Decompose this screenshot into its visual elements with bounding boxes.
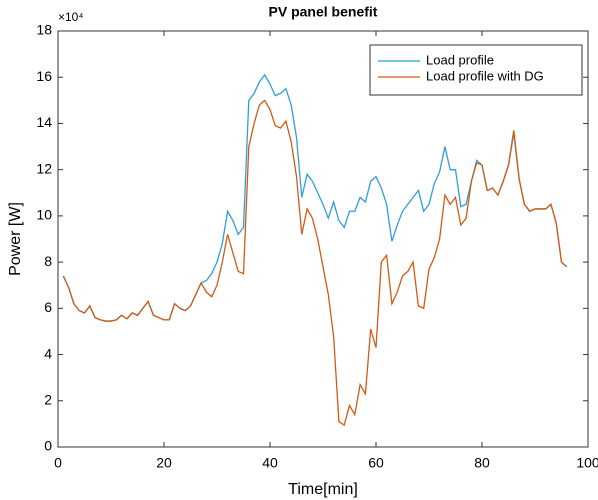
legend-box bbox=[369, 44, 583, 96]
x-tick-label: 0 bbox=[54, 455, 62, 471]
legend-label: Load profile bbox=[426, 52, 494, 67]
y-tick-label: 10 bbox=[36, 207, 52, 223]
y-tick-label: 4 bbox=[44, 345, 52, 361]
plot-frame bbox=[57, 30, 589, 448]
chart-title: PV panel benefit bbox=[269, 4, 378, 20]
y-tick-label: 12 bbox=[36, 160, 52, 176]
y-tick-label: 6 bbox=[44, 299, 52, 315]
series-line bbox=[62, 99, 568, 427]
x-tick-label: 100 bbox=[576, 455, 598, 471]
y-tick-label: 2 bbox=[44, 391, 52, 407]
series-line bbox=[62, 73, 568, 322]
x-tick-label: 60 bbox=[368, 455, 384, 471]
y-multiplier: ×10⁴ bbox=[58, 10, 84, 24]
y-tick-label: 8 bbox=[44, 253, 52, 269]
y-tick-label: 18 bbox=[36, 22, 52, 38]
y-tick-label: 16 bbox=[36, 68, 52, 84]
x-tick-label: 80 bbox=[474, 455, 490, 471]
y-axis-label: Power [W] bbox=[7, 202, 24, 276]
y-tick-label: 14 bbox=[36, 114, 52, 130]
y-tick-label: 0 bbox=[44, 438, 52, 454]
x-tick-label: 40 bbox=[262, 455, 278, 471]
legend-label: Load profile with DG bbox=[426, 68, 544, 83]
x-tick-label: 20 bbox=[156, 455, 172, 471]
x-axis-label: Time[min] bbox=[288, 481, 358, 498]
